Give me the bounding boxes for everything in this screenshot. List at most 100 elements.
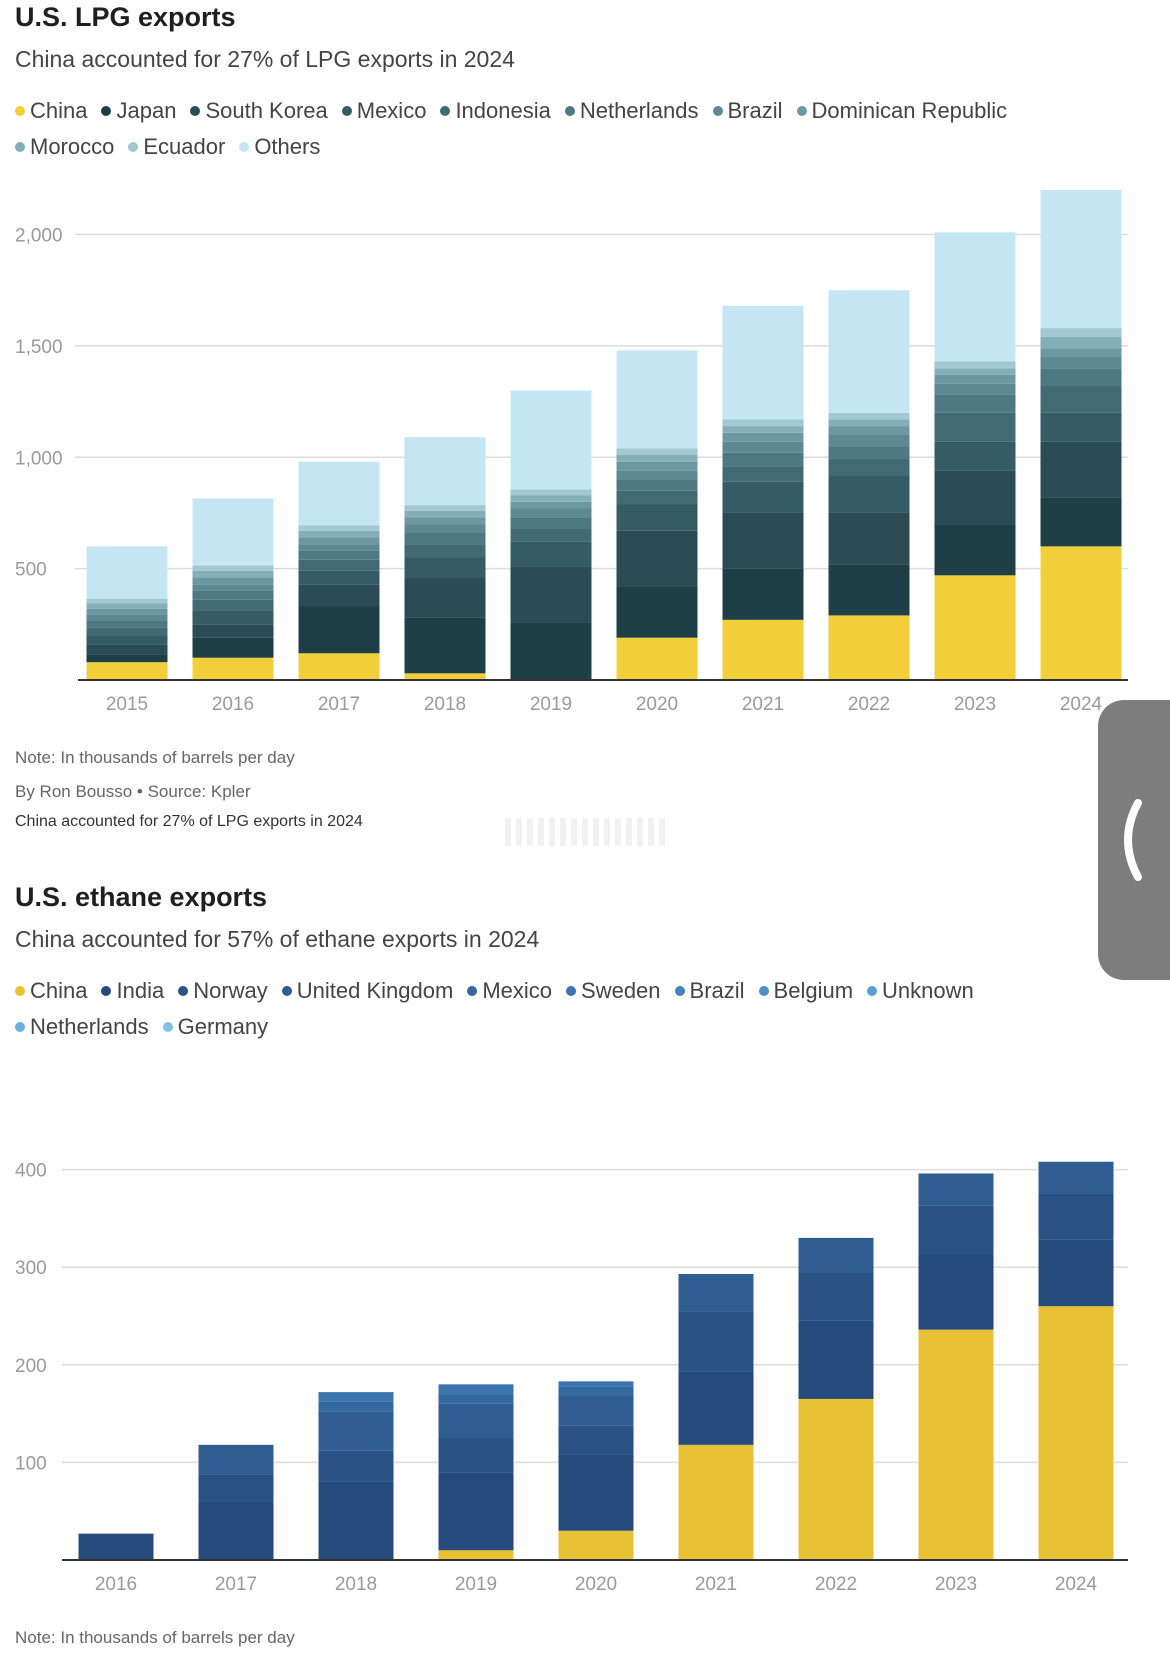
- lpg-legend-item: Dominican Republic: [796, 98, 1008, 124]
- lpg-bar-segment: [616, 350, 698, 449]
- lpg-bar-segment: [86, 614, 168, 621]
- lpg-bar-segment: [86, 598, 168, 604]
- ethane-legend-item: Germany: [162, 1014, 269, 1040]
- lpg-bar-segment: [86, 635, 168, 645]
- lpg-legend-swatch: [564, 106, 575, 116]
- lpg-bar-segment: [828, 475, 910, 513]
- ethane-bar-segment: [558, 1425, 634, 1455]
- lpg-bar-segment: [616, 448, 698, 456]
- lpg-bar-segment: [934, 374, 1016, 384]
- lpg-bar-segment: [510, 495, 592, 502]
- ethane-x-tick-label: 2021: [695, 1574, 737, 1595]
- ethane-legend-label: Belgium: [773, 978, 854, 1003]
- lpg-bar-segment: [404, 510, 486, 518]
- lpg-bar-segment: [828, 564, 910, 616]
- lpg-bar-segment: [616, 479, 698, 491]
- lpg-bar-segment: [828, 615, 910, 680]
- ethane-legend-item: Sweden: [566, 978, 661, 1004]
- ethane-legend-label: United Kingdom: [296, 978, 454, 1003]
- ethane-legend-swatch: [15, 986, 25, 996]
- lpg-legend-swatch: [190, 106, 201, 116]
- ethane-legend-label: India: [116, 978, 165, 1003]
- lpg-bar-segment: [828, 446, 910, 460]
- ethane-legend-item: India: [101, 978, 164, 1004]
- ethane-bar-segment: [438, 1384, 514, 1395]
- lpg-bar-segment: [510, 489, 592, 496]
- lpg-bar-segment: [86, 608, 168, 615]
- lpg-bar-segment: [298, 544, 380, 551]
- lpg-bar-segment: [722, 619, 804, 680]
- lpg-x-tick-label: 2020: [636, 694, 678, 715]
- lpg-bar-segment: [1040, 441, 1122, 498]
- lpg-legend-swatch: [712, 106, 723, 116]
- ethane-bar-segment: [678, 1371, 754, 1445]
- lpg-bar-segment: [298, 537, 380, 545]
- lpg-bar-segment: [192, 610, 274, 625]
- ethane-legend-swatch: [566, 986, 577, 996]
- ethane-legend-label: Germany: [177, 1014, 269, 1039]
- lpg-bar-segment: [510, 501, 592, 509]
- lpg-bar-segment: [298, 653, 380, 680]
- lpg-bar-segment: [1040, 357, 1122, 369]
- lpg-byline: By Ron Bousso • Source: Kpler: [15, 782, 251, 801]
- lpg-bar-segment: [616, 461, 698, 471]
- lpg-bar-segment: [1040, 337, 1122, 349]
- lpg-legend-item: Brazil: [712, 98, 783, 124]
- ethane-legend-swatch: [867, 986, 878, 996]
- lpg-legend-swatch: [101, 106, 112, 116]
- lpg-bar-segment: [404, 517, 486, 525]
- lpg-bar-segment: [616, 504, 698, 531]
- lpg-bar-segment: [86, 546, 168, 599]
- lpg-bar-segment: [510, 622, 592, 680]
- lpg-legend-item: Indonesia: [440, 98, 551, 124]
- lpg-x-tick-label: 2019: [530, 694, 572, 715]
- lpg-x-tick-label: 2024: [1060, 694, 1103, 715]
- lpg-bar-segment: [192, 570, 274, 578]
- ethane-x-tick-label: 2020: [575, 1574, 617, 1595]
- lpg-bar-segment: [192, 599, 274, 611]
- lpg-bar-segment: [1040, 386, 1122, 413]
- lpg-x-tick-label: 2016: [212, 694, 254, 715]
- lpg-legend-swatch: [796, 106, 807, 116]
- lpg-y-tick-label: 2,000: [15, 226, 63, 247]
- ethane-bar-segment: [678, 1311, 754, 1372]
- ethane-legend: China India Norway United Kingdom Mexico Swed…: [15, 978, 1095, 1040]
- lpg-bar-segment: [1040, 190, 1122, 329]
- lpg-bar-segment: [722, 441, 804, 453]
- lpg-legend-swatch: [15, 106, 25, 116]
- ethane-bar-segment: [798, 1272, 874, 1321]
- lpg-bar-segment: [404, 544, 486, 558]
- lpg-legend-label: Indonesia: [455, 98, 551, 123]
- lpg-bar-segment: [616, 490, 698, 505]
- lpg-legend-item: Ecuador: [128, 134, 225, 160]
- lpg-legend-label: Others: [254, 134, 321, 159]
- ethane-bar-segment: [78, 1533, 154, 1560]
- lpg-bar-segment: [86, 620, 168, 628]
- lpg-x-tick-label: 2023: [954, 694, 996, 715]
- ethane-legend-item: Unknown: [867, 978, 974, 1004]
- ethane-legend-item: Norway: [178, 978, 268, 1004]
- lpg-bar-segment: [192, 498, 274, 566]
- ethane-bar-segment: [918, 1329, 994, 1560]
- ethane-legend-item: United Kingdom: [281, 978, 454, 1004]
- ethane-bar-segment: [558, 1396, 634, 1426]
- ethane-plot: 100 200 300 400 2016 2017 2018 2019 2020 2021 2022…: [15, 1161, 1128, 1595]
- ethane-y-tick-label: 400: [15, 1161, 47, 1182]
- lpg-legend-label: Dominican Republic: [811, 98, 1008, 123]
- ethane-legend-swatch: [101, 986, 112, 996]
- lpg-bar-segment: [404, 524, 486, 533]
- ethane-bar-segment: [318, 1392, 394, 1402]
- lpg-bar-segment: [722, 305, 804, 420]
- lpg-bar-segment: [510, 541, 592, 567]
- lpg-bar-segment: [404, 533, 486, 545]
- ethane-legend-swatch: [758, 986, 769, 996]
- lpg-bar-segment: [616, 586, 698, 638]
- ethane-bar-segment: [918, 1254, 994, 1330]
- ethane-bar-segment: [198, 1474, 274, 1502]
- lpg-x-tick-label: 2018: [424, 694, 466, 715]
- side-collapse-tab[interactable]: [1098, 700, 1170, 980]
- ethane-legend-swatch: [15, 1022, 25, 1032]
- lpg-bar-segment: [404, 437, 486, 506]
- lpg-x-tick-label: 2015: [106, 694, 148, 715]
- lpg-bar-segment: [722, 426, 804, 433]
